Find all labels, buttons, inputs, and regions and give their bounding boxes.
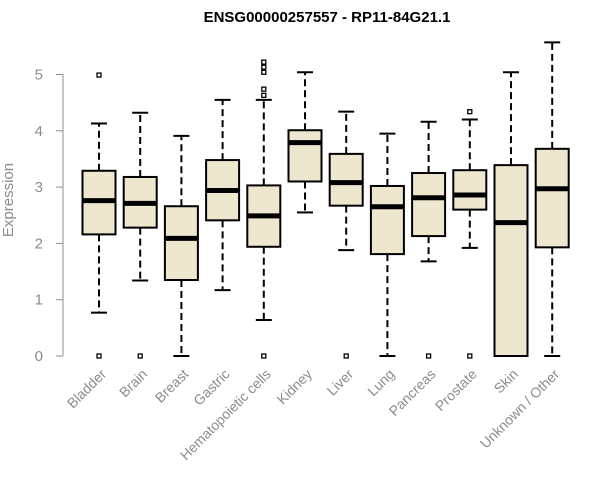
y-tick-label: 2: [35, 235, 43, 252]
y-tick-label: 3: [35, 179, 43, 196]
x-tick-label: Lung: [364, 366, 397, 399]
box-skin: [493, 71, 529, 357]
box-breast: [163, 134, 199, 357]
box-liver: [328, 110, 364, 359]
x-tick-label: Liver: [324, 366, 357, 399]
outlier-point: [261, 353, 267, 359]
outlier-point: [261, 59, 267, 65]
box-hematopoietic-cells: [246, 59, 282, 359]
x-tick-label: Breast: [152, 366, 192, 406]
y-tick-label: 1: [35, 292, 43, 309]
iqr-box: [287, 129, 323, 183]
iqr-box: [452, 169, 488, 211]
boxes-group: [81, 41, 570, 359]
chart-title: ENSG00000257557 - RP11-84G21.1: [204, 9, 451, 26]
box-pancreas: [411, 120, 447, 359]
box-gastric: [205, 98, 241, 292]
box-prostate: [452, 109, 488, 359]
x-tick-label: Prostate: [432, 366, 480, 414]
outlier-point: [96, 72, 102, 78]
box-bladder: [81, 72, 117, 359]
outlier-point: [137, 353, 143, 359]
iqr-box: [369, 184, 405, 256]
outlier-point: [261, 86, 267, 92]
outlier-point: [261, 69, 267, 75]
y-tick-label: 4: [35, 123, 43, 140]
iqr-box: [328, 152, 364, 207]
iqr-box: [534, 147, 570, 249]
box-lung: [369, 132, 405, 357]
outlier-point: [467, 353, 473, 359]
y-axis-label: Expression: [0, 163, 17, 237]
outlier-point: [261, 92, 267, 98]
outlier-point: [96, 353, 102, 359]
outlier-point: [425, 353, 432, 359]
box-brain: [122, 111, 158, 359]
y-axis: 0 1 2 3 4 5: [35, 67, 64, 365]
x-tick-label: Skin: [491, 366, 522, 397]
outlier-point: [467, 109, 473, 115]
x-tick-label: Bladder: [64, 366, 110, 412]
iqr-box: [411, 172, 447, 238]
x-tick-label: Kidney: [274, 366, 316, 408]
iqr-box: [163, 205, 199, 281]
box-kidney: [287, 71, 323, 214]
outlier-point: [261, 64, 267, 70]
y-tick-label: 5: [35, 67, 43, 84]
iqr-box: [493, 164, 529, 357]
box-unknown-other: [534, 41, 570, 357]
y-tick-label: 0: [35, 348, 43, 365]
x-tick-label: Brain: [116, 366, 150, 400]
outlier-point: [343, 353, 349, 359]
